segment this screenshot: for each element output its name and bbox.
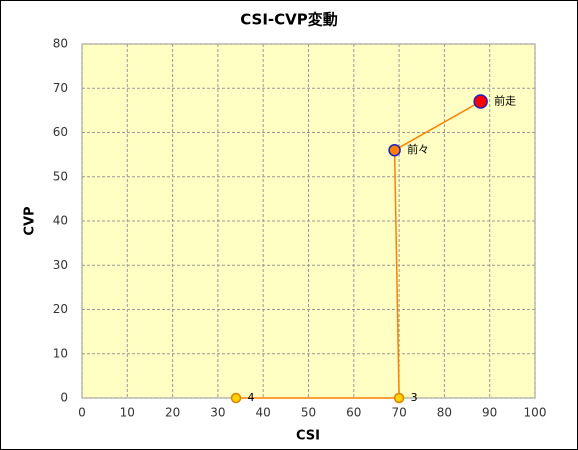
y-tick-label: 60 xyxy=(53,125,68,139)
y-tick-label: 30 xyxy=(53,258,68,272)
point-label: 4 xyxy=(248,391,255,404)
x-tick-label: 30 xyxy=(210,406,225,420)
x-tick-label: 10 xyxy=(120,406,135,420)
y-tick-label: 80 xyxy=(53,37,68,51)
y-axis-title: CVP xyxy=(23,206,38,235)
x-tick-label: 100 xyxy=(524,406,547,420)
y-tick-label: 70 xyxy=(53,81,68,95)
series-line xyxy=(236,100,482,399)
x-tick-label: 60 xyxy=(346,406,361,420)
data-point xyxy=(388,143,401,157)
data-point xyxy=(393,392,405,404)
point-label: 前々 xyxy=(407,142,429,156)
x-axis-title: CSI xyxy=(296,429,320,444)
x-tick-label: 50 xyxy=(301,406,316,420)
x-tick-label: 20 xyxy=(165,406,180,420)
y-tick-label: 0 xyxy=(60,391,68,405)
data-point xyxy=(473,94,488,109)
y-tick-label: 10 xyxy=(53,346,68,360)
y-tick-label: 40 xyxy=(53,214,68,228)
y-tick-label: 20 xyxy=(53,302,68,316)
x-tick-label: 80 xyxy=(437,406,452,420)
y-tick-label: 50 xyxy=(53,169,68,183)
data-point xyxy=(230,392,242,404)
x-tick-label: 40 xyxy=(256,406,271,420)
x-tick-label: 70 xyxy=(391,406,406,420)
x-tick-label: 90 xyxy=(482,406,497,420)
point-label: 3 xyxy=(411,391,418,404)
chart-title: CSI-CVP変動 xyxy=(240,11,338,29)
x-tick-label: 0 xyxy=(78,406,86,420)
point-label: 前走 xyxy=(494,94,516,108)
